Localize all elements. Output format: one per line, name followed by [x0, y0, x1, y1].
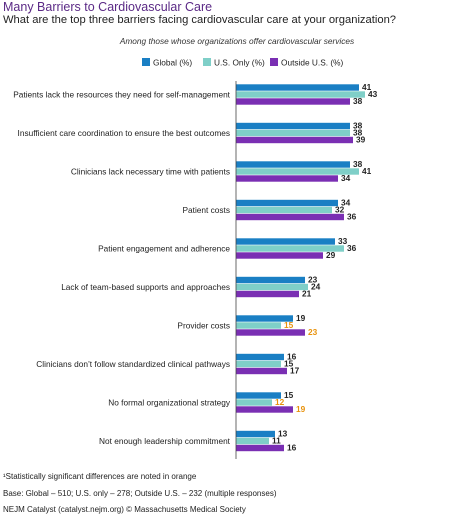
data-label: 13	[278, 429, 288, 439]
bar-global	[236, 122, 350, 130]
data-label: 16	[287, 443, 297, 453]
bar-u-s-only	[236, 168, 359, 175]
category-label: Clinicians don’t follow standardized cli…	[36, 359, 230, 369]
data-label: 43	[368, 89, 378, 99]
data-label: 36	[347, 212, 357, 222]
category-label: Lack of team-based supports and approach…	[61, 282, 230, 292]
bar-global	[236, 161, 350, 168]
data-label: 34	[341, 198, 351, 208]
legend-label-u-s-only: U.S. Only (%)	[214, 58, 265, 68]
bar-global	[236, 430, 275, 438]
bar-u-s-only	[236, 129, 350, 137]
bar-outside-u-s	[236, 290, 299, 298]
data-label: 38	[353, 128, 363, 138]
legend-swatch-global	[142, 58, 150, 66]
data-label: 38	[353, 159, 363, 169]
bar-outside-u-s	[236, 98, 350, 105]
category-label: Insufficient care coordination to ensure…	[18, 128, 230, 138]
data-label: 33	[338, 236, 348, 246]
category-label: Provider costs	[177, 321, 230, 331]
chart-subtitle: What are the top three barriers facing c…	[3, 14, 397, 26]
category-label: Patients lack the resources they need fo…	[13, 90, 230, 100]
footnote-base: Base: Global – 510; U.S. only – 278; Out…	[3, 489, 277, 498]
bar-u-s-only	[236, 91, 365, 98]
data-label: 17	[290, 366, 300, 376]
category-label: No formal organizational strategy	[108, 398, 231, 408]
bar-global	[236, 353, 284, 361]
footnote-significance: ¹Statistically significant differences a…	[3, 472, 197, 481]
bar-outside-u-s	[236, 175, 338, 182]
data-label: 15	[284, 320, 294, 330]
data-label: 41	[362, 166, 372, 176]
bar-outside-u-s	[236, 329, 305, 336]
data-label: 24	[311, 282, 321, 292]
data-label: 21	[302, 289, 312, 299]
bar-outside-u-s	[236, 213, 344, 221]
data-label: 12	[275, 397, 285, 407]
bar-u-s-only	[236, 283, 308, 291]
legend-label-outside-u-s: Outside U.S. (%)	[281, 58, 343, 68]
data-label: 15	[284, 359, 294, 369]
data-label: 15	[284, 390, 294, 400]
bar-outside-u-s	[236, 406, 293, 413]
category-label: Patient costs	[182, 205, 230, 215]
data-label: 23	[308, 275, 318, 285]
data-label: 19	[296, 404, 306, 414]
data-label: 38	[353, 121, 363, 131]
bar-u-s-only	[236, 399, 272, 406]
data-label: 32	[335, 205, 345, 215]
bar-outside-u-s	[236, 136, 353, 144]
bar-u-s-only	[236, 245, 344, 252]
bar-global	[236, 276, 305, 284]
bar-u-s-only	[236, 437, 269, 445]
bar-global	[236, 84, 359, 91]
bar-outside-u-s	[236, 444, 284, 452]
data-label: 38	[353, 96, 363, 106]
legend-swatch-u-s-only	[203, 58, 211, 66]
bar-global	[236, 199, 338, 207]
chart-subhead: Among those whose organizations offer ca…	[119, 36, 355, 46]
bar-u-s-only	[236, 360, 281, 368]
footnote-source: NEJM Catalyst (catalyst.nejm.org) © Mass…	[3, 505, 246, 514]
data-label: 39	[356, 135, 366, 145]
category-label: Not enough leadership commitment	[99, 436, 231, 446]
data-label: 19	[296, 313, 306, 323]
legend-swatch-outside-u-s	[270, 58, 278, 66]
data-label: 34	[341, 173, 351, 183]
legend-label-global: Global (%)	[153, 58, 192, 68]
bar-u-s-only	[236, 206, 332, 214]
bar-global	[236, 315, 293, 322]
category-label: Patient engagement and adherence	[98, 244, 230, 254]
data-label: 11	[272, 436, 281, 446]
data-label: 29	[326, 250, 336, 260]
data-label: 23	[308, 327, 318, 337]
data-label: 16	[287, 352, 297, 362]
bar-global	[236, 238, 335, 245]
chart-title: Many Barriers to Cardiovascular Care	[3, 0, 213, 14]
data-label: 36	[347, 243, 357, 253]
bar-outside-u-s	[236, 252, 323, 259]
bar-outside-u-s	[236, 367, 287, 375]
data-label: 41	[362, 82, 372, 92]
bar-global	[236, 392, 281, 399]
category-label: Clinicians lack necessary time with pati…	[71, 167, 230, 177]
bar-u-s-only	[236, 322, 281, 329]
